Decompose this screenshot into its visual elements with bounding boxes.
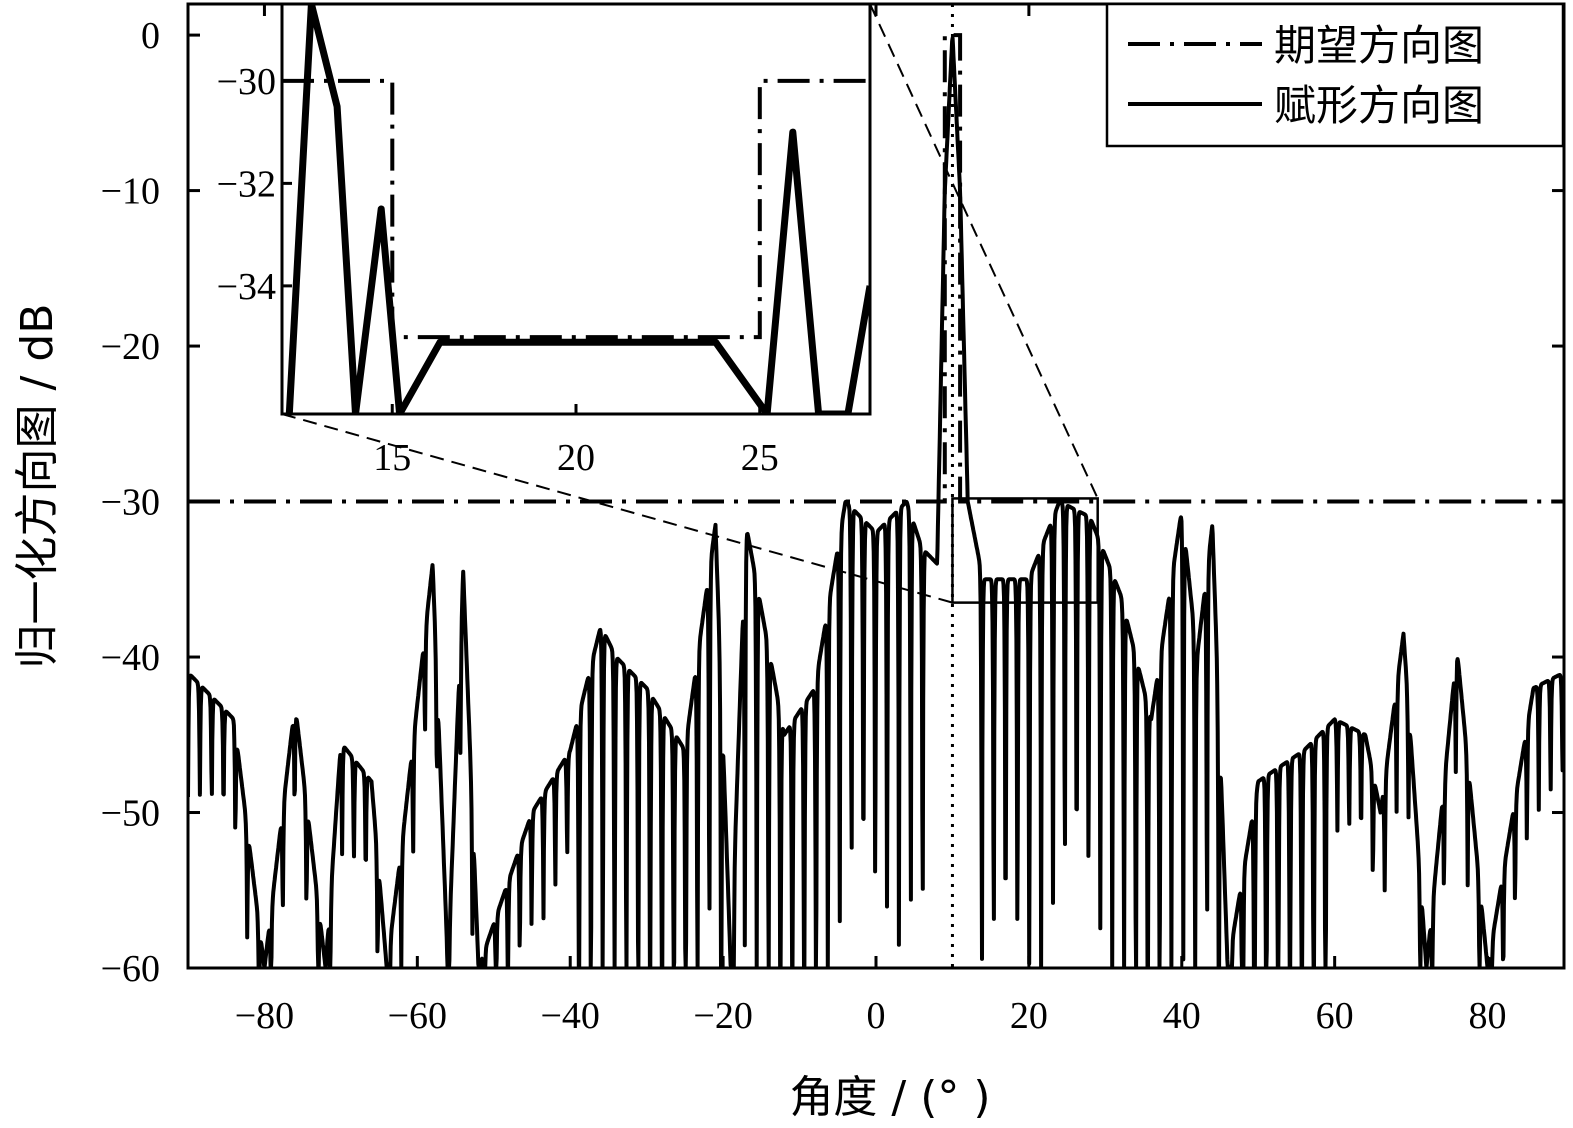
main-tick-layer: −80 −60 −40 −20 0 20 40 60 80 0 −10 −20 −30 −40 −50 −60 bbox=[101, 4, 1564, 1037]
inset-series-line-shaped-pattern bbox=[285, 4, 870, 414]
x-axis-label: 角度 / (° ) bbox=[789, 1072, 990, 1123]
series-line-desired-pattern bbox=[188, 33, 1564, 504]
y-tick-label: −30 bbox=[101, 482, 160, 524]
legend: 期望方向图 赋形方向图 bbox=[1105, 2, 1565, 148]
x-tick-label: −60 bbox=[388, 995, 447, 1037]
x-tick-label: 0 bbox=[867, 995, 886, 1037]
y-tick-label: −40 bbox=[101, 637, 160, 679]
x-tick-label: 60 bbox=[1316, 995, 1354, 1037]
inset-series-line-desired-pattern bbox=[282, 78, 870, 340]
inset-y-tick-label: −32 bbox=[217, 163, 276, 205]
y-tick-label: −50 bbox=[101, 793, 160, 835]
series-line-shaped-pattern bbox=[188, 36, 1564, 968]
zoom-inset: 15 20 25 −30 −32 −34 bbox=[217, 2, 872, 479]
x-tick-label: 20 bbox=[1010, 995, 1048, 1037]
zoom-connector-line-1 bbox=[281, 413, 953, 604]
x-tick-label: 80 bbox=[1469, 995, 1507, 1037]
zoom-connector-line-2 bbox=[869, 3, 1099, 499]
y-tick-label: 0 bbox=[141, 15, 160, 57]
x-tick-label: −80 bbox=[235, 995, 294, 1037]
x-tick-label: −20 bbox=[693, 995, 752, 1037]
x-tick-label: −40 bbox=[541, 995, 600, 1037]
inset-x-tick-label: 25 bbox=[741, 437, 779, 479]
legend-box bbox=[1105, 2, 1565, 148]
inset-y-tick-label: −30 bbox=[217, 61, 276, 103]
x-tick-label: 40 bbox=[1163, 995, 1201, 1037]
y-tick-label: −10 bbox=[101, 171, 160, 213]
y-tick-label: −20 bbox=[101, 326, 160, 368]
legend-label-desired: 期望方向图 bbox=[1274, 21, 1484, 70]
main-series-layer bbox=[188, 4, 1564, 968]
legend-label-shaped: 赋形方向图 bbox=[1274, 81, 1484, 130]
inset-x-tick-label: 15 bbox=[373, 437, 411, 479]
inset-tick-layer: 15 20 25 −30 −32 −34 bbox=[217, 61, 779, 479]
inset-y-tick-label: −34 bbox=[217, 266, 276, 308]
y-axis-label: 归一化方向图 / dB bbox=[12, 304, 63, 669]
y-tick-label: −60 bbox=[101, 948, 160, 990]
zoom-region-box bbox=[951, 497, 1099, 604]
inset-x-tick-label: 20 bbox=[557, 437, 595, 479]
inset-background bbox=[282, 4, 870, 414]
